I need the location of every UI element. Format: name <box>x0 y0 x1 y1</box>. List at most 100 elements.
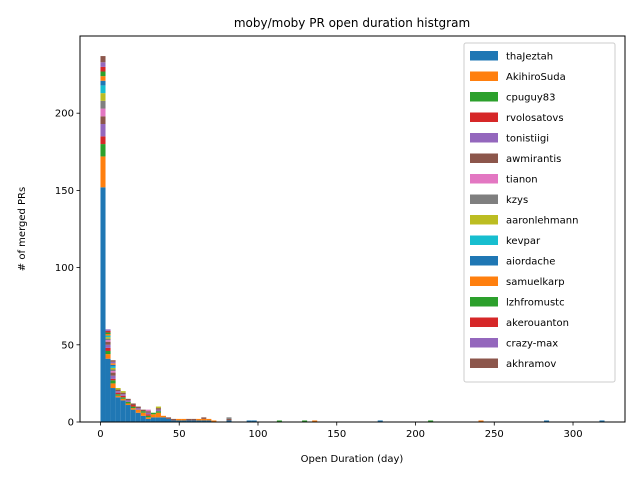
bar-segment-crazy-max-bin-2 <box>110 361 116 364</box>
legend-label-awmirantis: awmirantis <box>506 154 561 165</box>
bar-segment-kevpar-bin-0 <box>100 85 106 94</box>
bar-segment-thaJeztah-bin-1 <box>105 358 111 422</box>
bar-segment-cpuguy83-bin-5 <box>125 401 131 404</box>
legend-label-rvolosatovs: rvolosatovs <box>506 113 564 124</box>
bar-segment-thaJeztah-bin-10 <box>150 417 156 422</box>
bar-segment-thaJeztah-bin-21 <box>206 420 212 422</box>
x-axis-label: Open Duration (day) <box>301 454 404 465</box>
bar-segment-thaJeztah-bin-17 <box>186 420 192 422</box>
bar-segment-thaJeztah-bin-7 <box>135 412 141 422</box>
bar-segment-thaJeztah-bin-13 <box>166 418 172 422</box>
bar-segment-lzhfromustc-bin-1 <box>105 332 111 334</box>
bar-segment-cpuguy83-bin-3 <box>115 394 121 396</box>
bar-segment-AkihiroSuda-bin-20 <box>201 418 207 421</box>
bar-segment-kzys-bin-23 <box>226 417 232 419</box>
x-tick-label-50: 50 <box>173 429 186 440</box>
legend-swatch-kevpar <box>470 235 498 245</box>
legend-swatch-rvolosatovs <box>470 112 498 122</box>
bar-segment-akhramov-bin-2 <box>110 360 116 362</box>
bar-segment-cpuguy83-bin-26 <box>276 420 282 422</box>
bar-segment-awmirantis-bin-4 <box>120 392 126 395</box>
y-tick-label-0: 0 <box>68 418 74 429</box>
bar-segment-thaJeztah-bin-34 <box>599 420 605 422</box>
bar-segment-samuelkarp-bin-1 <box>105 333 111 336</box>
bar-segment-thaJeztah-bin-33 <box>544 420 550 422</box>
bar-segment-rvolosatovs-bin-4 <box>120 395 126 398</box>
bar-segment-AkihiroSuda-bin-22 <box>211 420 217 422</box>
bar-segment-aaronlehmann-bin-0 <box>100 93 106 101</box>
legend-label-aaronlehmann: aaronlehmann <box>506 216 578 227</box>
bar-segment-awmirantis-bin-2 <box>110 372 116 376</box>
x-tick-label-300: 300 <box>563 429 582 440</box>
bar-segment-awmirantis-bin-8 <box>140 409 146 412</box>
bar-segment-cpuguy83-bin-1 <box>105 350 111 355</box>
legend-label-lzhfromustc: lzhfromustc <box>506 298 565 309</box>
legend-swatch-kzys <box>470 194 498 204</box>
bar-segment-thaJeztah-bin-30 <box>377 420 383 422</box>
y-tick-label-100: 100 <box>55 263 74 274</box>
y-axis-ticks: 0 50 100 150 200 <box>55 109 80 429</box>
bar-segment-AkihiroSuda-bin-9 <box>145 417 151 419</box>
x-axis-ticks: 0 50 100 150 200 250 300 <box>97 422 583 440</box>
bar-segment-AkihiroSuda-bin-12 <box>160 415 166 418</box>
bar-segment-AkihiroSuda-bin-2 <box>110 383 116 389</box>
bar-segment-samuelkarp-bin-0 <box>100 76 106 81</box>
legend-label-akerouanton: akerouanton <box>506 318 569 329</box>
bar-segment-thaJeztah-bin-12 <box>160 417 166 422</box>
bar-segment-awmirantis-bin-20 <box>201 417 207 419</box>
bar-segment-awmirantis-bin-7 <box>135 406 141 409</box>
bar-segment-thaJeztah-bin-16 <box>181 420 187 422</box>
bar-segment-AkihiroSuda-bin-10 <box>150 414 156 418</box>
bar-segment-thaJeztah-bin-23 <box>226 420 232 422</box>
bar-segment-AkihiroSuda-bin-16 <box>181 418 187 421</box>
bar-segment-aiordache-bin-2 <box>110 364 116 367</box>
bar-segment-thaJeztah-bin-18 <box>191 420 197 422</box>
bar-segment-thaJeztah-bin-11 <box>155 417 161 422</box>
bar-segment-awmirantis-bin-0 <box>100 116 106 125</box>
bar-segment-tianon-bin-9 <box>145 409 151 412</box>
chart-title: moby/moby PR open duration histgram <box>234 16 470 30</box>
bar-segment-thaJeztah-bin-4 <box>120 400 126 422</box>
x-tick-label-100: 100 <box>248 429 267 440</box>
plot-frame <box>79 35 626 423</box>
bar-segment-thaJeztah-bin-3 <box>115 397 121 422</box>
bar-segment-awmirantis-bin-13 <box>166 417 172 419</box>
bar-segment-tonistiigi-bin-2 <box>110 375 116 379</box>
bar-segment-aaronlehmann-bin-1 <box>105 337 111 339</box>
legend-swatch-thaJeztah <box>470 51 498 61</box>
bar-stacks <box>100 56 605 422</box>
legend-label-AkihiroSuda: AkihiroSuda <box>506 72 566 83</box>
legend-label-akhramov: akhramov <box>506 359 556 370</box>
bar-segment-awmirantis-bin-3 <box>115 389 121 392</box>
bar-segment-cpuguy83-bin-8 <box>140 411 146 413</box>
legend-swatch-cpuguy83 <box>470 92 498 102</box>
bar-segment-thaJeztah-bin-9 <box>145 418 151 422</box>
legend-swatch-awmirantis <box>470 153 498 163</box>
legend-swatch-AkihiroSuda <box>470 71 498 81</box>
bar-segment-akerouanton-bin-1 <box>105 330 111 333</box>
bar-segment-tianon-bin-2 <box>110 371 116 373</box>
legend: thaJeztah AkihiroSuda cpuguy83 rvolosatovs t… <box>463 42 616 383</box>
legend-swatch-akhramov <box>470 358 498 368</box>
bar-segment-aaronlehmann-bin-2 <box>110 367 116 370</box>
bar-segment-akerouanton-bin-0 <box>100 66 106 72</box>
legend-label-crazy-max: crazy-max <box>506 339 558 350</box>
bar-segment-AkihiroSuda-bin-19 <box>196 418 202 421</box>
legend-label-aiordache: aiordache <box>506 257 555 268</box>
bar-segment-awmirantis-bin-18 <box>191 418 197 421</box>
bar-segment-tonistiigi-bin-5 <box>125 400 131 402</box>
bar-segment-rvolosatovs-bin-2 <box>110 378 116 381</box>
legend-swatch-crazy-max <box>470 338 498 348</box>
bar-segment-cpuguy83-bin-11 <box>155 411 161 413</box>
bar-segment-lzhfromustc-bin-0 <box>100 71 106 77</box>
bar-segment-kzys-bin-0 <box>100 100 106 109</box>
legend-label-kzys: kzys <box>506 195 528 206</box>
bar-segment-kzys-bin-1 <box>105 338 111 341</box>
bar-segment-AkihiroSuda-bin-28 <box>312 420 318 422</box>
bar-segment-tonistiigi-bin-7 <box>135 408 141 410</box>
bar-segment-tonistiigi-bin-0 <box>100 124 106 137</box>
bar-segment-thaJeztah-bin-8 <box>140 415 146 422</box>
bar-segment-aaronlehmann-bin-4 <box>120 391 126 393</box>
y-tick-label-200: 200 <box>55 109 74 120</box>
bar-segment-awmirantis-bin-1 <box>105 341 111 345</box>
